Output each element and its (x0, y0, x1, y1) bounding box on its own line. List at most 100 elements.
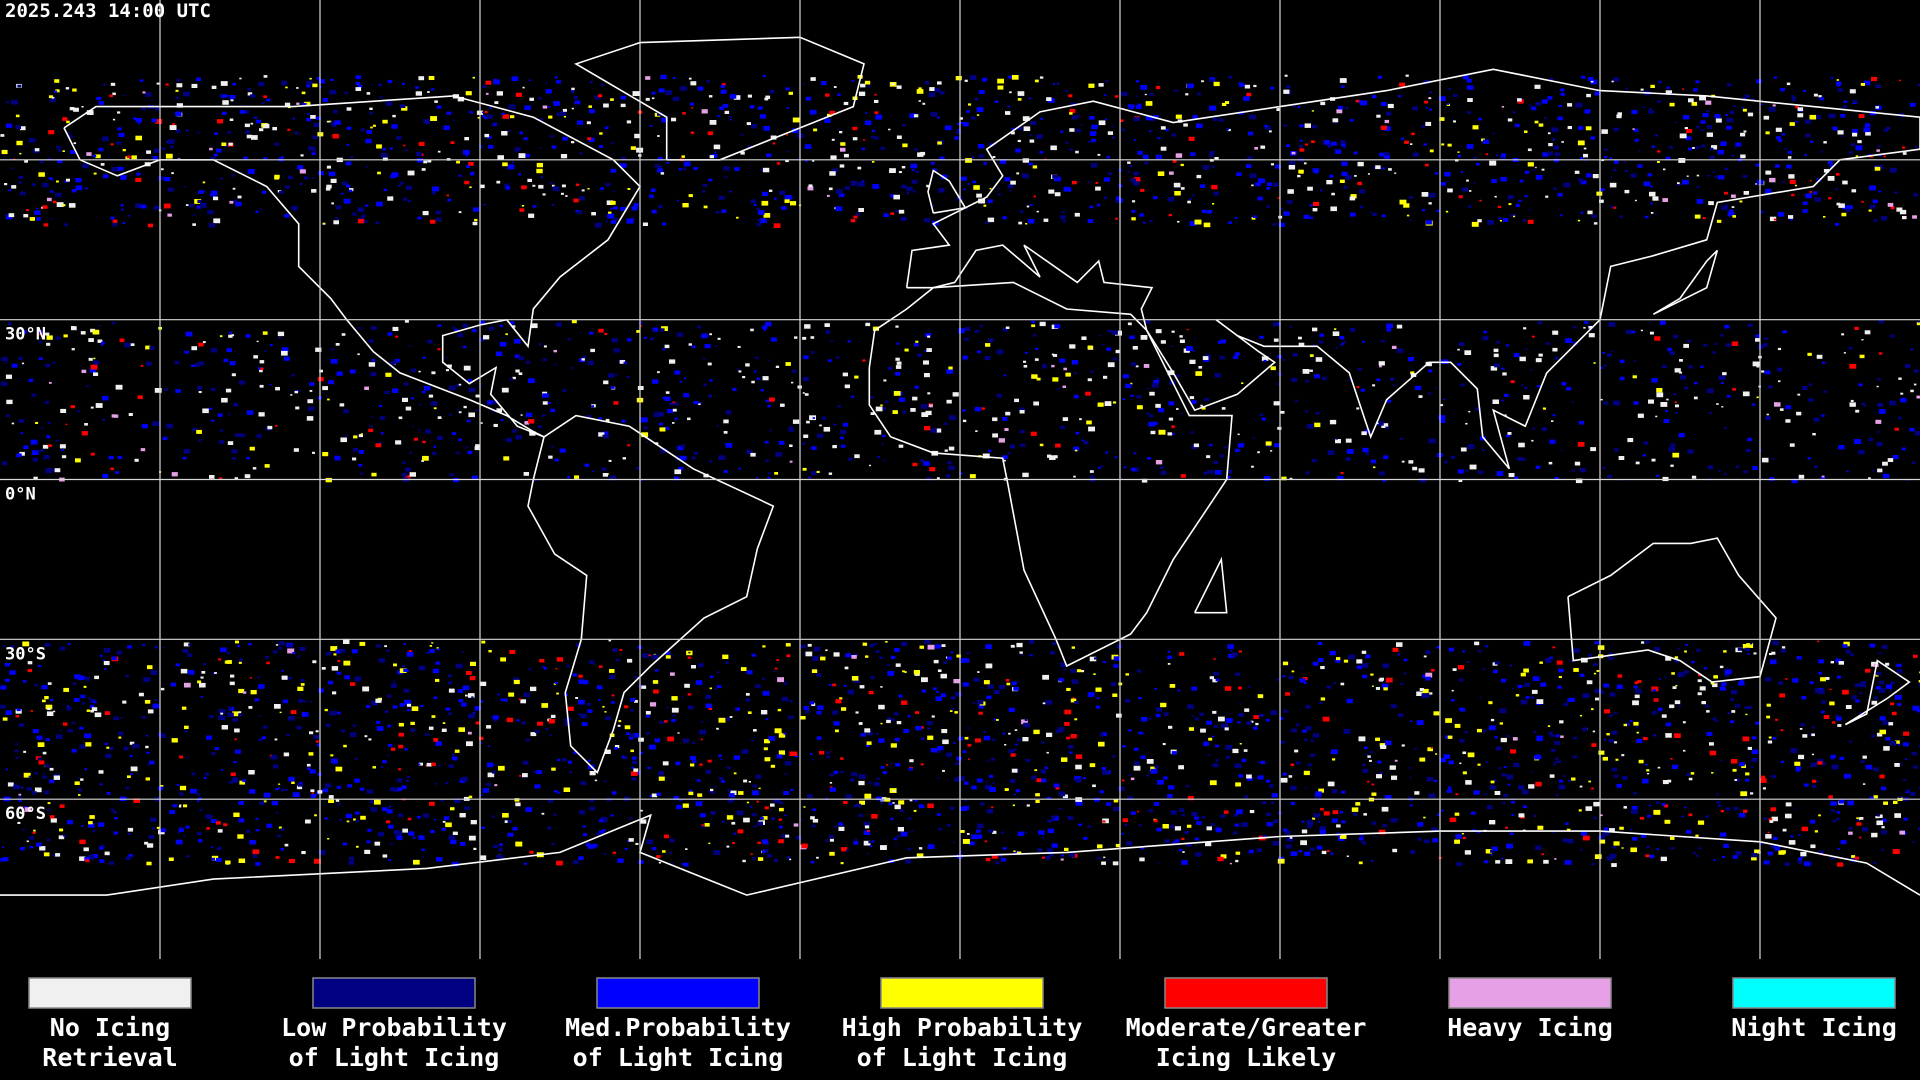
cloud-pixel (257, 367, 262, 370)
cloud-pixel (649, 125, 653, 127)
cloud-pixel (1850, 399, 1854, 402)
cloud-pixel (466, 165, 470, 168)
cloud-pixel (1040, 769, 1047, 774)
cloud-pixel (779, 190, 786, 195)
cloud-pixel (199, 809, 203, 812)
cloud-pixel (956, 130, 962, 135)
cloud-pixel (854, 805, 857, 807)
cloud-pixel (42, 699, 46, 703)
cloud-pixel (1017, 98, 1022, 101)
cloud-pixel (733, 772, 737, 775)
cloud-pixel (1380, 339, 1385, 343)
cloud-pixel (1097, 402, 1104, 407)
cloud-pixel (484, 117, 488, 120)
cloud-pixel (634, 700, 638, 703)
cloud-pixel (561, 758, 567, 762)
cloud-pixel (919, 645, 924, 649)
cloud-pixel (360, 433, 363, 435)
cloud-pixel (1181, 837, 1185, 840)
cloud-pixel (523, 137, 528, 141)
cloud-pixel (1835, 188, 1838, 190)
cloud-pixel (322, 222, 326, 225)
cloud-pixel (1221, 102, 1227, 106)
cloud-pixel (709, 155, 714, 159)
cloud-pixel (610, 814, 614, 817)
cloud-pixel (1674, 656, 1679, 659)
cloud-pixel (993, 689, 1000, 695)
cloud-pixel (682, 167, 687, 171)
cloud-pixel (1425, 163, 1429, 167)
cloud-pixel (1499, 155, 1506, 161)
cloud-pixel (1602, 466, 1606, 470)
cloud-pixel (816, 856, 819, 859)
cloud-pixel (0, 134, 5, 137)
cloud-pixel (658, 776, 665, 781)
cloud-pixel (1305, 705, 1311, 709)
cloud-pixel (1335, 659, 1341, 663)
cloud-pixel (232, 98, 235, 100)
cloud-pixel (485, 80, 492, 85)
cloud-pixel (1194, 219, 1202, 225)
cloud-pixel (1029, 654, 1033, 657)
cloud-pixel (1741, 106, 1744, 109)
cloud-pixel (874, 93, 877, 96)
cloud-pixel (19, 181, 22, 184)
cloud-pixel (1176, 374, 1181, 378)
cloud-pixel (1090, 370, 1094, 373)
cloud-pixel (1756, 79, 1762, 84)
cloud-pixel (1869, 185, 1876, 191)
cloud-pixel (1855, 155, 1859, 158)
cloud-pixel (1049, 455, 1056, 460)
cloud-pixel (1643, 737, 1648, 741)
cloud-pixel (955, 76, 962, 81)
cloud-pixel (830, 786, 833, 788)
cloud-pixel (1206, 720, 1212, 725)
cloud-pixel (1002, 847, 1007, 850)
cloud-pixel (750, 452, 756, 457)
cloud-pixel (807, 794, 813, 799)
cloud-pixel (216, 148, 222, 153)
cloud-pixel (1370, 459, 1377, 464)
cloud-pixel (977, 700, 984, 705)
cloud-pixel (1025, 758, 1031, 762)
cloud-pixel (278, 641, 285, 646)
cloud-pixel (1549, 656, 1553, 660)
cloud-pixel (829, 782, 833, 784)
cloud-pixel (545, 82, 548, 84)
cloud-pixel (1107, 131, 1113, 135)
cloud-pixel (81, 369, 87, 373)
cloud-pixel (976, 114, 980, 116)
cloud-pixel (669, 402, 674, 406)
cloud-pixel (1336, 109, 1343, 114)
cloud-pixel (1290, 763, 1295, 766)
cloud-pixel (1447, 188, 1453, 193)
cloud-pixel (306, 416, 314, 421)
cloud-pixel (1455, 834, 1462, 839)
cloud-pixel (1797, 113, 1804, 118)
cloud-pixel (1735, 778, 1740, 782)
cloud-pixel (1788, 215, 1794, 219)
cloud-pixel (502, 162, 508, 167)
cloud-pixel (927, 644, 935, 650)
cloud-pixel (422, 211, 429, 216)
cloud-pixel (1446, 103, 1450, 105)
cloud-pixel (306, 80, 313, 86)
cloud-pixel (1010, 131, 1015, 135)
cloud-pixel (575, 183, 580, 186)
cloud-pixel (256, 340, 259, 343)
cloud-pixel (975, 430, 978, 432)
cloud-pixel (1311, 458, 1317, 463)
cloud-pixel (1321, 376, 1327, 381)
cloud-pixel (402, 197, 408, 201)
cloud-pixel (427, 91, 430, 93)
cloud-pixel (1768, 385, 1773, 389)
cloud-pixel (1583, 835, 1590, 841)
cloud-pixel (176, 784, 180, 786)
cloud-pixel (959, 472, 963, 475)
cloud-pixel (1647, 814, 1651, 818)
cloud-pixel (446, 111, 452, 115)
cloud-pixel (534, 730, 540, 734)
cloud-pixel (1542, 152, 1549, 157)
cloud-pixel (1017, 126, 1023, 131)
cloud-pixel (198, 391, 202, 394)
